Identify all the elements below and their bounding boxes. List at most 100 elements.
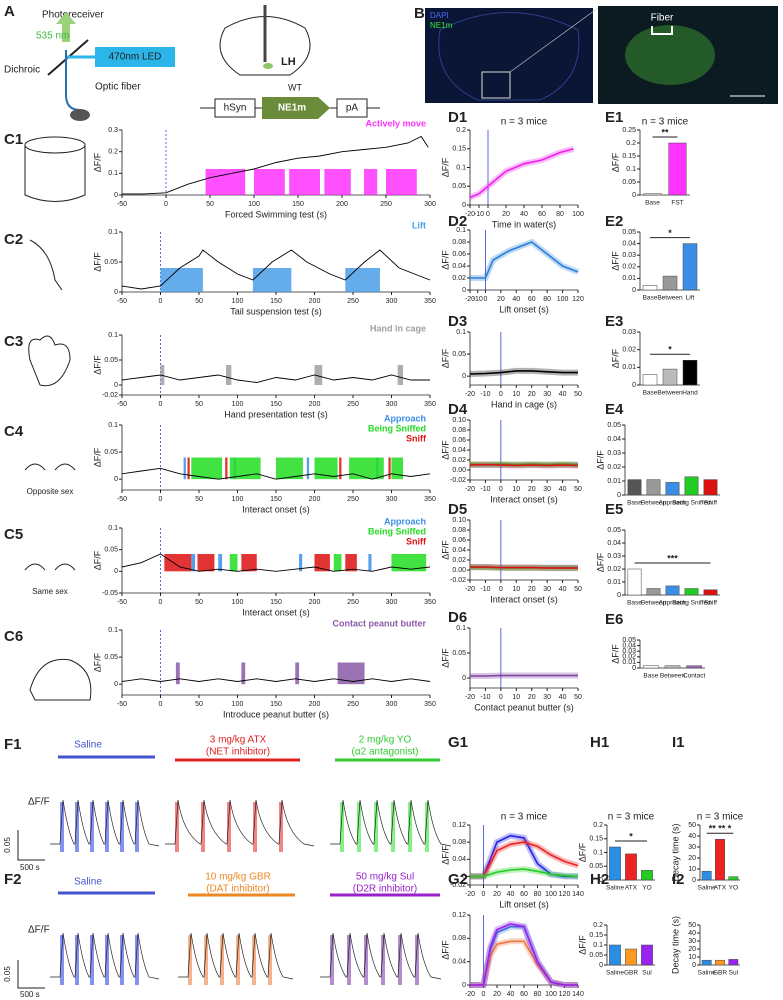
bar <box>701 870 712 881</box>
scale-label: 500 s <box>20 863 40 872</box>
scale-bar <box>17 830 45 861</box>
y-axis-label: ΔF/F <box>610 251 620 271</box>
zoom-line <box>509 7 599 73</box>
x-tick-label: 40 <box>507 991 515 998</box>
y-tick-label: 0.1 <box>456 227 466 234</box>
y-tick-label: 0 <box>599 962 603 969</box>
bar <box>646 479 661 496</box>
stim-stripe <box>381 935 385 985</box>
x-tick-label: 40 <box>512 296 520 303</box>
stim-stripe <box>60 935 64 985</box>
y-tick-label: 0.1 <box>593 942 603 949</box>
y-tick-label: 0.10 <box>452 417 466 424</box>
axis-label: ΔF/F <box>28 925 50 936</box>
mouse <box>70 109 90 121</box>
stim-stripe <box>374 802 378 852</box>
y-tick-label: 0.2 <box>593 822 603 829</box>
y-axis-label: ΔF/F <box>595 450 605 470</box>
event-span <box>241 554 257 572</box>
bar <box>642 285 658 291</box>
legend-entry: Hand in cage <box>370 323 426 333</box>
bar <box>665 482 680 496</box>
y-tick-label: 0.02 <box>452 557 466 564</box>
legend-entry: Sniff <box>406 536 427 546</box>
x-tick-label: 300 <box>386 599 398 606</box>
y-tick-label: 0.05 <box>622 229 636 236</box>
event-span <box>339 457 342 480</box>
event-span <box>225 365 232 385</box>
x-tick-label: 150 <box>270 701 282 708</box>
x-tick-label: 350 <box>424 401 436 408</box>
x-tick-label: Saline <box>606 970 624 977</box>
x-tick-label: 150 <box>270 599 282 606</box>
y-tick-label: 40 <box>688 930 696 937</box>
drug-label: 50 mg/kg Sul <box>356 872 414 883</box>
x-tick-label: -50 <box>117 401 127 408</box>
y-tick-label: 0.2 <box>593 922 603 929</box>
fiber-mark <box>651 26 673 35</box>
stim-stripe <box>408 802 412 852</box>
stim-stripe <box>75 802 79 852</box>
y-tick-label: 20 <box>688 946 696 953</box>
stim-stripe <box>204 935 208 985</box>
trace <box>121 374 430 383</box>
x-tick-label: 100 <box>232 401 244 408</box>
x-tick-label: 50 <box>195 401 203 408</box>
x-tick-label: 10 <box>512 391 520 398</box>
y-axis-label: ΔF/F <box>440 940 450 960</box>
x-tick-label: 100 <box>232 298 244 305</box>
x-tick-label: 100 <box>232 496 244 503</box>
y-tick-label: 0.05 <box>589 952 603 959</box>
y-tick-label: 0 <box>617 492 621 499</box>
y-tick-label: 0.05 <box>607 422 621 429</box>
x-tick-label: 50 <box>574 486 582 493</box>
panel-label: D6 <box>448 609 467 626</box>
event-span <box>289 169 320 195</box>
y-tick-label: 0.05 <box>104 547 118 554</box>
x-tick-label: -20 <box>465 296 475 303</box>
y-tick-label: 50 <box>688 922 696 929</box>
trace <box>50 799 160 847</box>
chart: E4 0 0.01 0.02 0.03 0.04 0.05 ΔF/F BaseBetweenAp… <box>595 401 720 507</box>
x-tick-label: 0 <box>499 391 503 398</box>
y-tick-label: 0.05 <box>452 650 466 657</box>
event-span <box>229 457 261 480</box>
panel-label: B <box>414 5 425 22</box>
y-tick-label: 0.02 <box>452 457 466 464</box>
mice-icon <box>24 463 76 471</box>
chart: C5 -0.05 0 0.05 0.1 ΔF/F -50 0 50 100 150 200 250 300… <box>4 516 436 617</box>
x-tick-label: -10 <box>480 694 490 701</box>
panel-label: E2 <box>605 213 623 230</box>
x-axis-label: Hand presentation test (s) <box>224 409 328 419</box>
y-tick-label: 0.06 <box>452 251 466 258</box>
y-tick-label: 0.04 <box>452 263 466 270</box>
event-span <box>314 554 330 572</box>
trace <box>470 922 578 986</box>
x-axis-label: Interact onset (s) <box>490 594 558 604</box>
x-tick-label: 50 <box>195 599 203 606</box>
significance: * <box>629 831 633 841</box>
axis-label: ΔF/F <box>28 797 50 808</box>
y-tick-label: 0.15 <box>589 836 603 843</box>
y-axis-label: ΔF/F <box>440 845 450 865</box>
panel-label: C4 <box>4 423 24 440</box>
bar <box>643 193 662 196</box>
x-tick-label: 20 <box>528 391 536 398</box>
y-tick-label: 0.04 <box>452 959 466 966</box>
y-tick-label: 0.01 <box>622 275 636 282</box>
y-tick-label: 0.08 <box>452 935 466 942</box>
label: Optic fiber <box>95 82 141 93</box>
y-tick-label: 0.04 <box>452 447 466 454</box>
trace <box>121 467 431 480</box>
bar <box>701 959 712 966</box>
mice-icon <box>24 563 76 571</box>
x-tick-label: 80 <box>534 891 542 898</box>
x-tick-label: 60 <box>528 296 536 303</box>
x-tick-label: 40 <box>559 586 567 593</box>
event-span <box>391 457 404 480</box>
x-tick-label: 50 <box>574 391 582 398</box>
y-tick-label: 0.1 <box>108 422 118 429</box>
x-tick-label: 50 <box>206 201 214 208</box>
